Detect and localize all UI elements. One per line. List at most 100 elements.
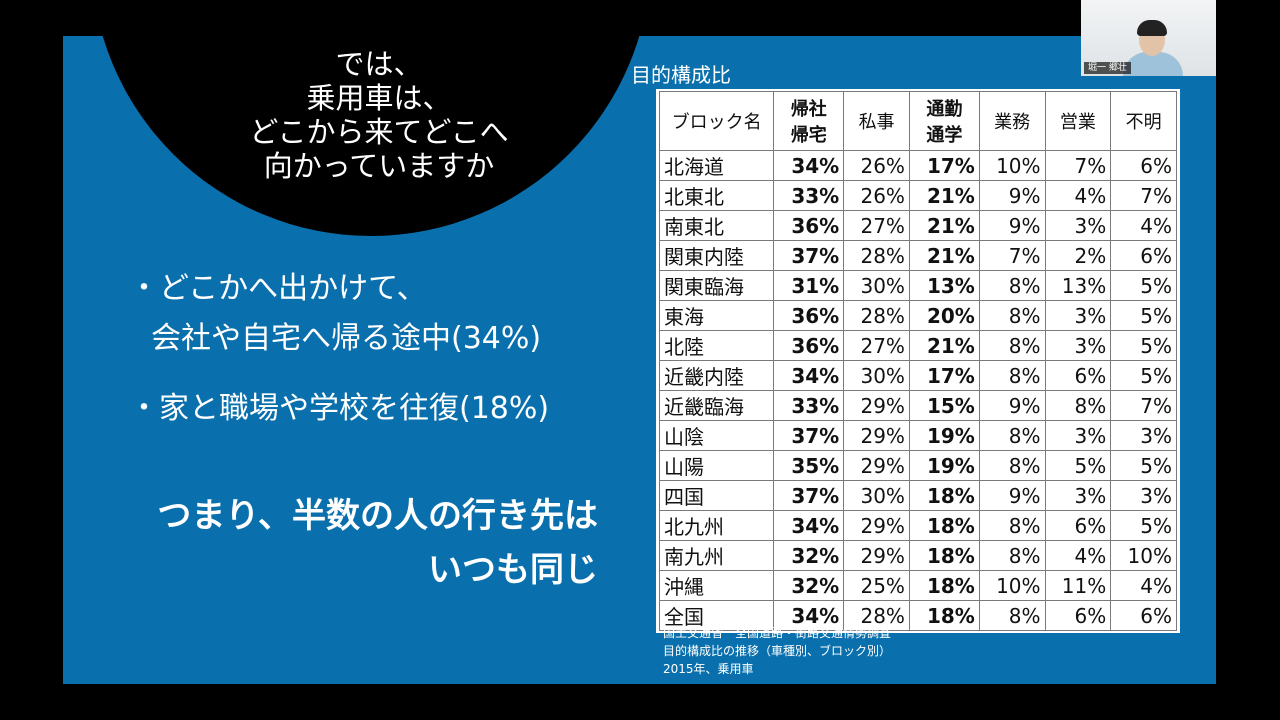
- table-cell-value: 9%: [978, 180, 1046, 211]
- table-cell-block-name: 山陰: [658, 420, 775, 451]
- table-cell-value: 5%: [1110, 510, 1177, 541]
- bullet-item-continuation: 会社や自宅へ帰る途中(34%): [129, 314, 549, 364]
- table-row: 北九州 34% 29% 18% 8% 6% 5%: [658, 510, 1177, 541]
- table-cell-value: 3%: [1110, 480, 1177, 511]
- presentation-slide: では、 乗用車は、 どこから来てどこへ 向かっていますか ・どこかへ出かけて、 …: [63, 36, 1216, 684]
- table-cell-value: 9%: [978, 480, 1046, 511]
- table-cell-value: 4%: [1044, 180, 1112, 211]
- table-cell-value: 8%: [978, 360, 1046, 391]
- question-line: 向かっていますか: [263, 149, 495, 183]
- table-cell-value: 6%: [1044, 600, 1112, 631]
- table-body: 北海道 34% 26% 17% 10% 7% 6% 北東北 33% 26% 21% 9% 4% 7% 南東北…: [658, 150, 1177, 631]
- table-header-cell: 業務: [978, 91, 1046, 151]
- table-cell-value: 13%: [908, 270, 980, 301]
- table-cell-block-name: 北九州: [658, 510, 775, 541]
- table-header-cell: 通勤 通学: [908, 91, 980, 151]
- table-cell-value: 25%: [843, 570, 910, 601]
- webcam-thumbnail[interactable]: 堀一 郷壮: [1081, 0, 1216, 76]
- table-cell-value: 8%: [978, 540, 1046, 571]
- table-cell-value: 28%: [843, 600, 910, 631]
- table-cell-value: 5%: [1110, 360, 1177, 391]
- table-row: 関東内陸 37% 28% 21% 7% 2% 6%: [658, 240, 1177, 271]
- table-header-cell: 不明: [1110, 91, 1177, 151]
- table-cell-value: 15%: [908, 390, 980, 421]
- table-cell-value: 36%: [773, 210, 845, 241]
- table-cell-value: 17%: [908, 150, 980, 181]
- bullet-list: ・どこかへ出かけて、 会社や自宅へ帰る途中(34%) ・家と職場や学校を往復(1…: [129, 264, 549, 434]
- question-line: 乗用車は、: [306, 81, 452, 115]
- table-cell-value: 30%: [843, 360, 910, 391]
- table-row: 沖縄 32% 25% 18% 10% 11% 4%: [658, 570, 1177, 601]
- table-cell-value: 37%: [773, 240, 845, 271]
- table-cell-value: 37%: [773, 420, 845, 451]
- table-cell-value: 8%: [978, 330, 1046, 361]
- purpose-ratio-table: ブロック名 帰社 帰宅 私事 通勤 通学 業務 営業 不明 北海道 34% 26% 17% 10% 7% 6…: [658, 91, 1177, 631]
- bullet-continuation-text: 会社や自宅へ帰る途中(34%): [151, 321, 542, 356]
- table-cell-block-name: 沖縄: [658, 570, 775, 601]
- table-cell-block-name: 関東臨海: [658, 270, 775, 301]
- table-cell-value: 4%: [1044, 540, 1112, 571]
- table-cell-value: 9%: [978, 390, 1046, 421]
- table-cell-value: 30%: [843, 270, 910, 301]
- table-header-row: ブロック名 帰社 帰宅 私事 通勤 通学 業務 営業 不明: [658, 91, 1177, 151]
- table-cell-value: 8%: [978, 270, 1046, 301]
- table-cell-value: 10%: [978, 570, 1046, 601]
- table-cell-value: 6%: [1044, 360, 1112, 391]
- table-cell-value: 26%: [843, 180, 910, 211]
- table-cell-value: 19%: [908, 420, 980, 451]
- table-cell-value: 21%: [908, 210, 980, 241]
- table-row: 四国 37% 30% 18% 9% 3% 3%: [658, 480, 1177, 511]
- source-line: 2015年、乗用車: [663, 662, 754, 676]
- table-cell-value: 6%: [1110, 240, 1177, 271]
- table-cell-block-name: 四国: [658, 480, 775, 511]
- slide-question: では、 乗用車は、 どこから来てどこへ 向かっていますか: [159, 47, 599, 183]
- table-cell-value: 7%: [1110, 390, 1177, 421]
- table-cell-value: 4%: [1110, 570, 1177, 601]
- table-cell-value: 18%: [908, 600, 980, 631]
- table-cell-value: 36%: [773, 300, 845, 331]
- table-cell-value: 35%: [773, 450, 845, 481]
- table-cell-value: 8%: [978, 450, 1046, 481]
- table-cell-value: 5%: [1044, 450, 1112, 481]
- table-cell-value: 11%: [1044, 570, 1112, 601]
- table-header-cell: 営業: [1044, 91, 1112, 151]
- table-cell-value: 28%: [843, 300, 910, 331]
- table-cell-block-name: 山陽: [658, 450, 775, 481]
- table-cell-value: 32%: [773, 540, 845, 571]
- table-header-cell: 帰社 帰宅: [773, 91, 845, 151]
- table-cell-value: 21%: [908, 240, 980, 271]
- table-cell-block-name: 東海: [658, 300, 775, 331]
- table-cell-value: 34%: [773, 150, 845, 181]
- table-cell-value: 29%: [843, 420, 910, 451]
- table-cell-value: 3%: [1044, 210, 1112, 241]
- table-cell-value: 10%: [978, 150, 1046, 181]
- table-cell-block-name: 北東北: [658, 180, 775, 211]
- table-cell-value: 27%: [843, 330, 910, 361]
- table-cell-value: 8%: [978, 510, 1046, 541]
- table-cell-value: 29%: [843, 390, 910, 421]
- table-cell-value: 3%: [1044, 330, 1112, 361]
- table-cell-value: 33%: [773, 390, 845, 421]
- table-cell-value: 5%: [1110, 270, 1177, 301]
- table-cell-value: 5%: [1110, 330, 1177, 361]
- bullet-item: ・どこかへ出かけて、: [129, 271, 427, 306]
- table-cell-value: 29%: [843, 540, 910, 571]
- table-cell-value: 36%: [773, 330, 845, 361]
- table-cell-block-name: 北陸: [658, 330, 775, 361]
- table-row: 北海道 34% 26% 17% 10% 7% 6%: [658, 150, 1177, 181]
- table-cell-value: 7%: [1044, 150, 1112, 181]
- table-cell-value: 28%: [843, 240, 910, 271]
- table-cell-value: 8%: [978, 420, 1046, 451]
- table-cell-block-name: 近畿内陸: [658, 360, 775, 391]
- table-cell-value: 6%: [1044, 510, 1112, 541]
- table-cell-value: 30%: [843, 480, 910, 511]
- table-cell-value: 7%: [1110, 180, 1177, 211]
- bullet-item: ・家と職場や学校を往復(18%): [129, 391, 550, 426]
- table-cell-value: 37%: [773, 480, 845, 511]
- table-cell-value: 19%: [908, 450, 980, 481]
- table-cell-value: 3%: [1110, 420, 1177, 451]
- table-cell-value: 18%: [908, 480, 980, 511]
- table-row: 南九州 32% 29% 18% 8% 4% 10%: [658, 540, 1177, 571]
- table-title: 目的構成比: [631, 63, 731, 87]
- table-cell-value: 5%: [1110, 300, 1177, 331]
